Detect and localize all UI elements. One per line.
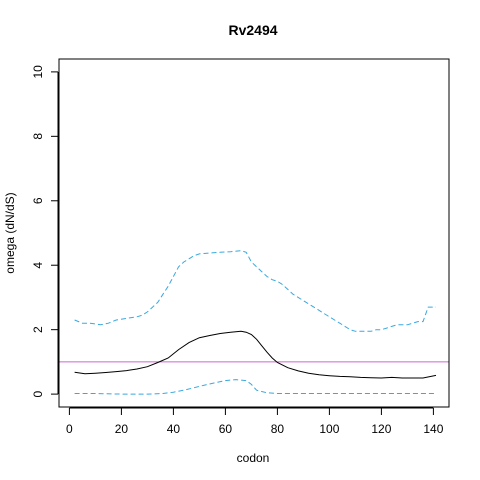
y-tick-label: 2 bbox=[31, 326, 45, 333]
chart-title: Rv2494 bbox=[228, 22, 277, 38]
x-tick-label: 100 bbox=[319, 422, 339, 436]
y-tick-label: 8 bbox=[31, 133, 45, 140]
y-axis: 0 2 4 6 8 10 bbox=[31, 65, 59, 397]
series-lower-bound-line bbox=[74, 379, 436, 395]
x-tick-label: 60 bbox=[219, 422, 233, 436]
x-axis: 0 20 40 60 80 100 120 140 bbox=[66, 407, 444, 436]
series-upper-bound-line bbox=[74, 250, 436, 332]
x-tick-label: 140 bbox=[423, 422, 443, 436]
x-tick-label: 80 bbox=[271, 422, 285, 436]
x-tick-label: 120 bbox=[371, 422, 391, 436]
x-tick-label: 0 bbox=[66, 422, 73, 436]
y-tick-label: 4 bbox=[31, 262, 45, 269]
x-tick-label: 20 bbox=[115, 422, 129, 436]
y-tick-label: 0 bbox=[31, 390, 45, 397]
plot-frame bbox=[58, 58, 450, 408]
y-tick-label: 6 bbox=[31, 197, 45, 204]
plot-area bbox=[59, 250, 449, 395]
x-axis-label: codon bbox=[237, 451, 270, 465]
y-axis-label: omega (dN/dS) bbox=[3, 192, 17, 273]
x-tick-label: 40 bbox=[167, 422, 181, 436]
series-mean-line bbox=[74, 330, 437, 379]
y-tick-label: 10 bbox=[31, 65, 45, 79]
